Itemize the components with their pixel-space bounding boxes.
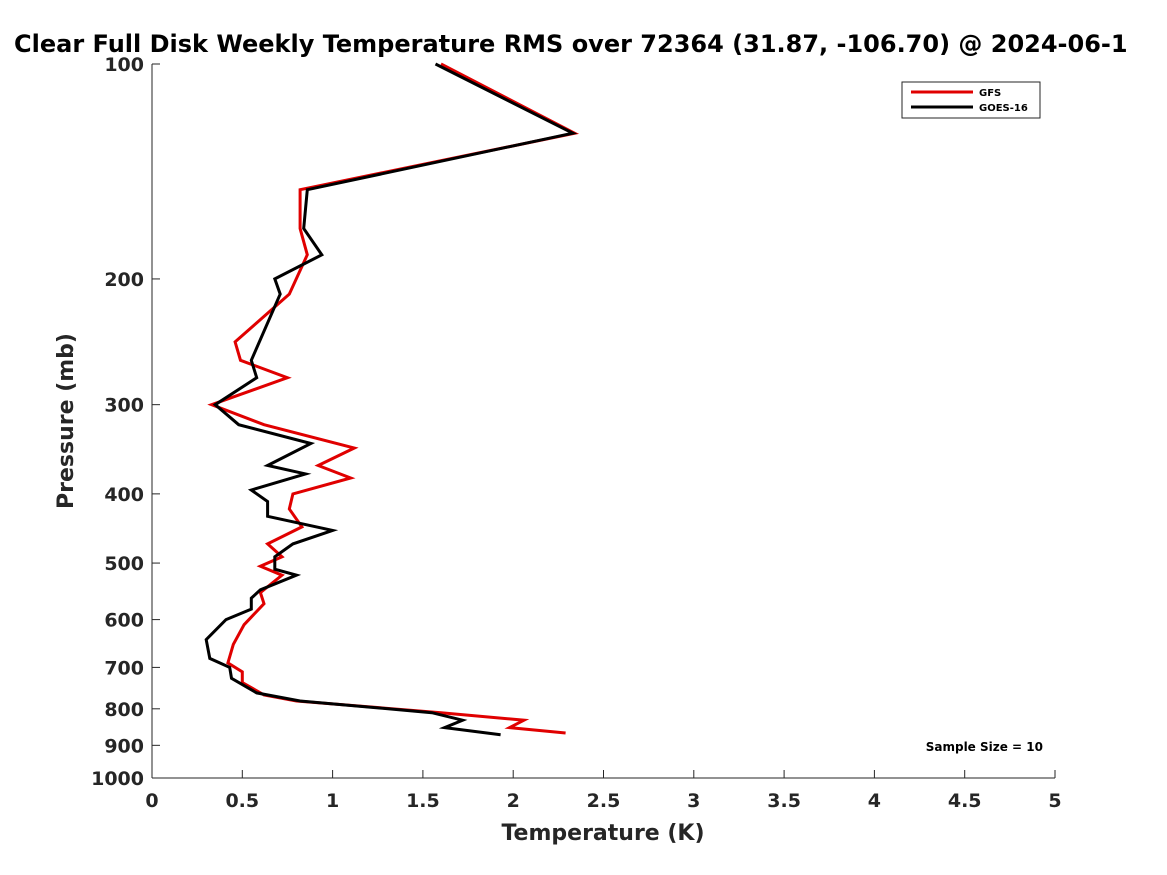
y-tick-label: 100 (104, 54, 144, 76)
legend-label-goes16: GOES-16 (979, 103, 1028, 114)
chart-title: Clear Full Disk Weekly Temperature RMS o… (14, 30, 1128, 58)
x-tick-label: 4.5 (948, 790, 982, 812)
x-tick-label: 2 (507, 790, 520, 812)
y-tick-label: 300 (104, 395, 144, 417)
legend: GFS GOES-16 (901, 81, 1041, 119)
x-axis-ticks: 0 0.5 1 1.5 2 2.5 3 3.5 4 4.5 5 (145, 770, 1062, 812)
x-tick-label: 0 (145, 790, 158, 812)
y-tick-label: 400 (104, 484, 144, 506)
x-tick-label: 3 (687, 790, 700, 812)
series-line-gfs (207, 62, 580, 735)
x-axis-label: Temperature (K) (501, 821, 704, 846)
legend-label-gfs: GFS (979, 88, 1001, 99)
x-tick-label: 2.5 (587, 790, 621, 812)
x-tick-label: 0.5 (225, 790, 259, 812)
y-tick-label: 200 (104, 269, 144, 291)
series-line-goes16 (204, 62, 578, 737)
y-axis-label: Pressure (mb) (54, 333, 79, 509)
y-tick-label: 600 (104, 610, 144, 632)
x-tick-label: 1 (326, 790, 339, 812)
legend-box (901, 81, 1041, 119)
plot-area (151, 64, 1055, 779)
sample-size-annotation: Sample Size = 10 (926, 740, 1043, 754)
x-tick-label: 3.5 (767, 790, 801, 812)
y-axis-ticks: 100 200 300 400 500 600 700 800 900 1000 (91, 54, 160, 790)
y-tick-label: 700 (104, 657, 144, 679)
y-tick-label: 800 (104, 699, 144, 721)
series-lines (204, 62, 580, 737)
x-tick-label: 4 (868, 790, 881, 812)
x-tick-label: 5 (1048, 790, 1061, 812)
y-tick-label: 500 (104, 553, 144, 575)
y-tick-label: 900 (104, 735, 144, 757)
y-tick-label: 1000 (91, 768, 144, 790)
x-tick-label: 1.5 (406, 790, 440, 812)
